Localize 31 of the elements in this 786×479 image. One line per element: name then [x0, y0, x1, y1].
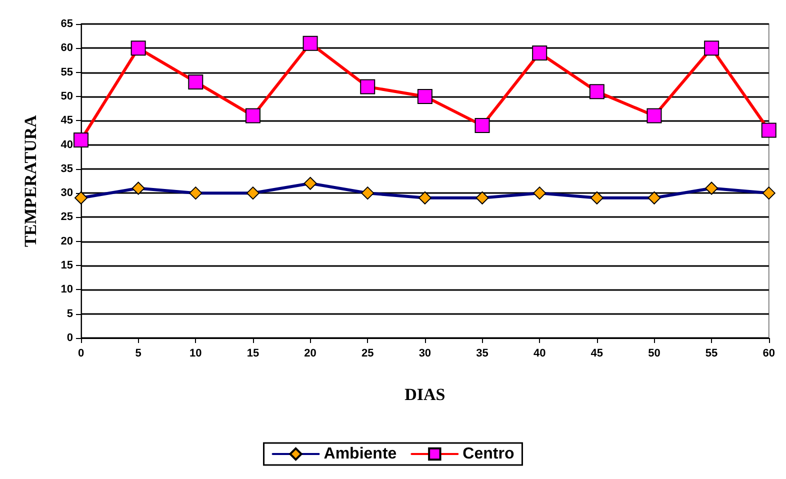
- y-tick-label: 30: [60, 187, 73, 200]
- x-tick-label: 10: [190, 348, 202, 360]
- x-tick-label: 20: [304, 348, 316, 360]
- y-tick-label: 25: [60, 211, 73, 224]
- x-tick-label: 25: [361, 348, 374, 360]
- y-tick-label: 35: [60, 162, 73, 175]
- y-tick-label: 65: [60, 18, 73, 30]
- y-tick-label: 0: [66, 332, 73, 344]
- x-tick-label: 60: [762, 348, 776, 360]
- y-tick-label: 15: [60, 260, 73, 272]
- x-tick-label: 35: [476, 348, 488, 360]
- x-tick-label: 45: [590, 348, 604, 360]
- x-tick-label: 0: [78, 348, 84, 360]
- legend-label: Centro: [462, 446, 514, 462]
- y-tick-label: 60: [60, 42, 73, 54]
- y-tick-label: 50: [60, 90, 73, 102]
- x-axis-title: DIAS: [404, 385, 446, 404]
- x-tick-label: 15: [246, 348, 260, 360]
- y-tick-label: 10: [60, 284, 73, 296]
- x-tick-label: 40: [533, 348, 546, 360]
- x-tick-label: 50: [648, 348, 660, 360]
- y-tick-label: 55: [60, 66, 73, 78]
- legend-label: Ambiente: [324, 446, 397, 462]
- x-tick-label: 30: [418, 348, 432, 360]
- y-tick-label: 20: [60, 235, 73, 248]
- y-tick-label: 5: [66, 308, 73, 320]
- x-tick-label: 55: [705, 348, 718, 360]
- y-axis-title: TEMPERATURA: [21, 114, 40, 247]
- y-tick-label: 40: [60, 138, 73, 151]
- y-tick-label: 45: [60, 114, 73, 127]
- x-tick-label: 5: [135, 348, 142, 360]
